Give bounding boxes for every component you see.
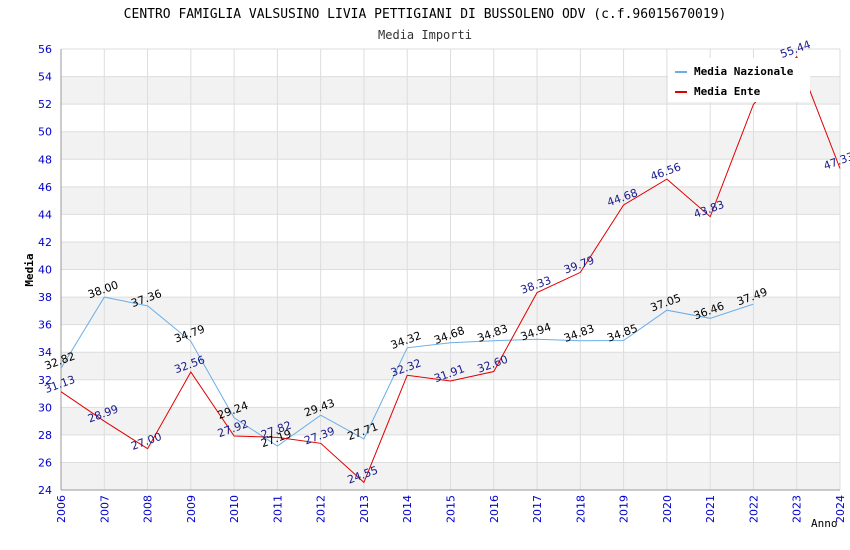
- x-tick-label: 2016: [488, 495, 501, 523]
- y-tick-label: 24: [38, 484, 52, 497]
- x-tick-label: 2020: [661, 495, 674, 523]
- y-tick-label: 46: [38, 181, 52, 194]
- y-tick-label: 52: [38, 98, 52, 111]
- axes: [60, 49, 840, 491]
- chart-subtitle: Media Importi: [378, 28, 472, 42]
- legend-label-ente: Media Ente: [694, 85, 761, 98]
- y-tick-label: 54: [38, 71, 52, 84]
- x-tick-label: 2007: [98, 495, 111, 523]
- y-tick-label: 48: [38, 153, 52, 166]
- y-tick-label: 42: [38, 236, 52, 249]
- x-tick-label: 2011: [271, 495, 284, 523]
- legend-label-nazionale: Media Nazionale: [694, 65, 794, 78]
- x-tick-label: 2009: [185, 495, 198, 523]
- data-label-media-nazionale: 34.68: [432, 324, 466, 347]
- data-label-media-nazionale: 34.79: [173, 323, 207, 346]
- y-tick-label: 38: [38, 291, 52, 304]
- data-label-media-nazionale: 34.32: [389, 329, 423, 352]
- y-tick-label: 30: [38, 401, 52, 414]
- y-axis-label: Media: [23, 253, 36, 286]
- data-label-media-ente: 38.33: [519, 274, 553, 297]
- y-tick-labels: 24 26 28 30 32 34 36 38 40 42 44 46 48 50 52 54 56: [38, 43, 52, 497]
- x-tick-label: 2023: [791, 495, 804, 523]
- x-tick-label: 2018: [574, 495, 587, 523]
- y-tick-label: 56: [38, 43, 52, 56]
- y-tick-label: 28: [38, 429, 52, 442]
- data-label-media-nazionale: 34.85: [605, 322, 639, 345]
- legend-box: [668, 58, 810, 102]
- x-tick-label: 2008: [142, 495, 155, 523]
- series-line-media-nazionale: [60, 296, 754, 447]
- y-tick-label: 32: [38, 374, 52, 387]
- x-tick-label: 2024: [834, 495, 847, 523]
- series-line-media-ente: [60, 55, 841, 484]
- series-lines: [60, 55, 841, 484]
- x-tick-label: 2012: [315, 495, 328, 523]
- y-tick-label: 36: [38, 319, 52, 332]
- x-tick-label: 2015: [445, 495, 458, 523]
- y-tick-label: 26: [38, 456, 52, 469]
- chart-title: CENTRO FAMIGLIA VALSUSINO LIVIA PETTIGIA…: [124, 7, 727, 22]
- x-tick-label: 2022: [747, 495, 760, 523]
- x-tick-label: 2017: [531, 495, 544, 523]
- x-tick-labels: 2006 2007 2008 2009 2010 2011 2012 2013 2014 2015…: [55, 495, 847, 523]
- x-tick-label: 2014: [401, 495, 414, 523]
- data-label-media-nazionale: 34.83: [562, 322, 596, 345]
- x-tick-label: 2010: [228, 495, 241, 523]
- x-tick-label: 2019: [618, 495, 631, 523]
- x-tick-label: 2006: [55, 495, 68, 523]
- y-tick-label: 40: [38, 264, 52, 277]
- x-tick-label: 2021: [704, 495, 717, 523]
- legend: Media Nazionale Media Ente: [668, 58, 810, 102]
- data-label-media-nazionale: 34.83: [476, 322, 510, 345]
- x-axis-label: Anno: [811, 517, 838, 530]
- y-tick-label: 50: [38, 126, 52, 139]
- x-tick-label: 2013: [358, 495, 371, 523]
- y-tick-label: 44: [38, 208, 52, 221]
- y-tick-label: 34: [38, 346, 52, 359]
